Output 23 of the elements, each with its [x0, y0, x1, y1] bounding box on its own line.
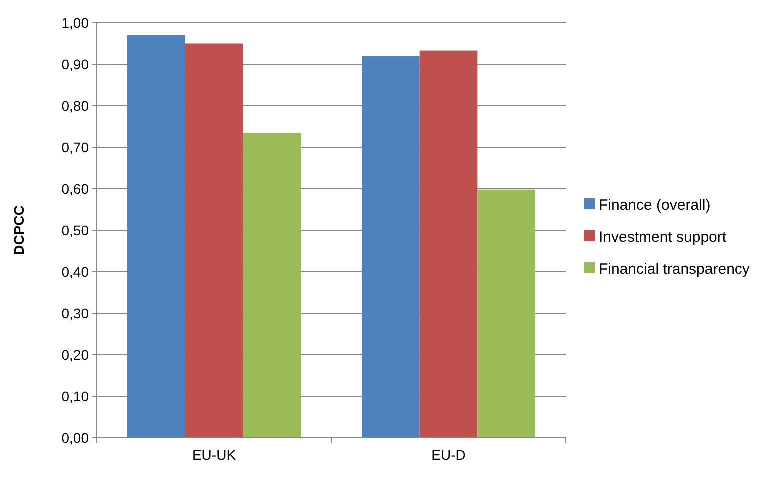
- y-tick-label: 0,00: [62, 430, 90, 446]
- y-tick-label: 0,30: [62, 305, 90, 322]
- y-tick-label: 0,80: [62, 98, 90, 114]
- y-tick-label: 0,60: [62, 180, 90, 197]
- legend-label: Investment support: [599, 228, 728, 246]
- legend-label: Finance (overall): [599, 196, 711, 214]
- bar: [243, 132, 302, 438]
- legend-label: Financial transparency: [599, 260, 750, 278]
- y-tick-label: 0,40: [62, 264, 90, 280]
- bar: [420, 50, 478, 438]
- y-tick-label: 0,90: [62, 56, 90, 72]
- bar: [185, 44, 244, 438]
- y-tick-label: 0,70: [62, 139, 90, 156]
- bar: [127, 35, 186, 438]
- y-tick-label: 1,00: [62, 14, 90, 31]
- y-tick-label: 0,50: [62, 222, 90, 238]
- y-tick-label: 0,10: [62, 388, 90, 404]
- y-tick-label: 0,20: [62, 346, 90, 363]
- x-tick-label: EU-D: [432, 447, 466, 463]
- y-axis-title: DCPCC: [11, 206, 27, 256]
- x-tick-label: EU-UK: [192, 447, 237, 463]
- bar: [362, 56, 420, 438]
- bar: [478, 190, 536, 438]
